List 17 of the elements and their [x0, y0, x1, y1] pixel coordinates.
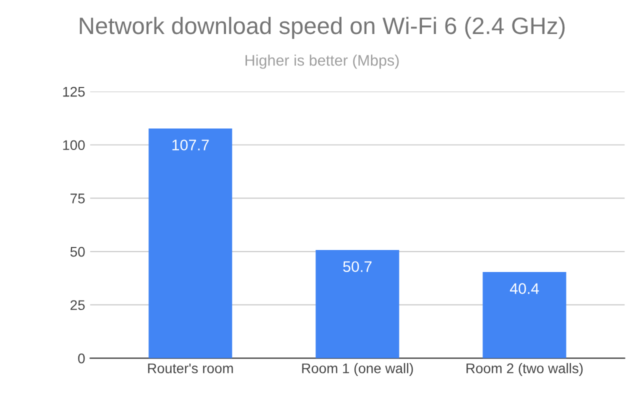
bar: [148, 128, 232, 358]
chart-title: Network download speed on Wi-Fi 6 (2.4 GHz): [80, 16, 565, 39]
x-tick-label: Room 2 (two walls): [466, 363, 583, 376]
bar: [316, 250, 400, 358]
data-label: 40.4: [510, 283, 539, 294]
data-label: 50.7: [343, 261, 372, 272]
y-tick-label: 100: [63, 140, 85, 150]
y-tick-label: 25: [70, 300, 85, 310]
y-tick-label: 75: [70, 194, 85, 204]
data-label: 107.7: [172, 140, 209, 150]
x-tick-label: Router's room: [148, 364, 233, 374]
bar: [482, 272, 566, 358]
y-tick-label: 125: [63, 86, 85, 97]
x-tick-label: Room 1 (one wall): [302, 363, 413, 376]
y-tick-label: 50: [70, 246, 85, 257]
chart-subtitle: Higher is better (Mbps): [246, 54, 399, 69]
y-tick-label: 0: [78, 354, 85, 364]
